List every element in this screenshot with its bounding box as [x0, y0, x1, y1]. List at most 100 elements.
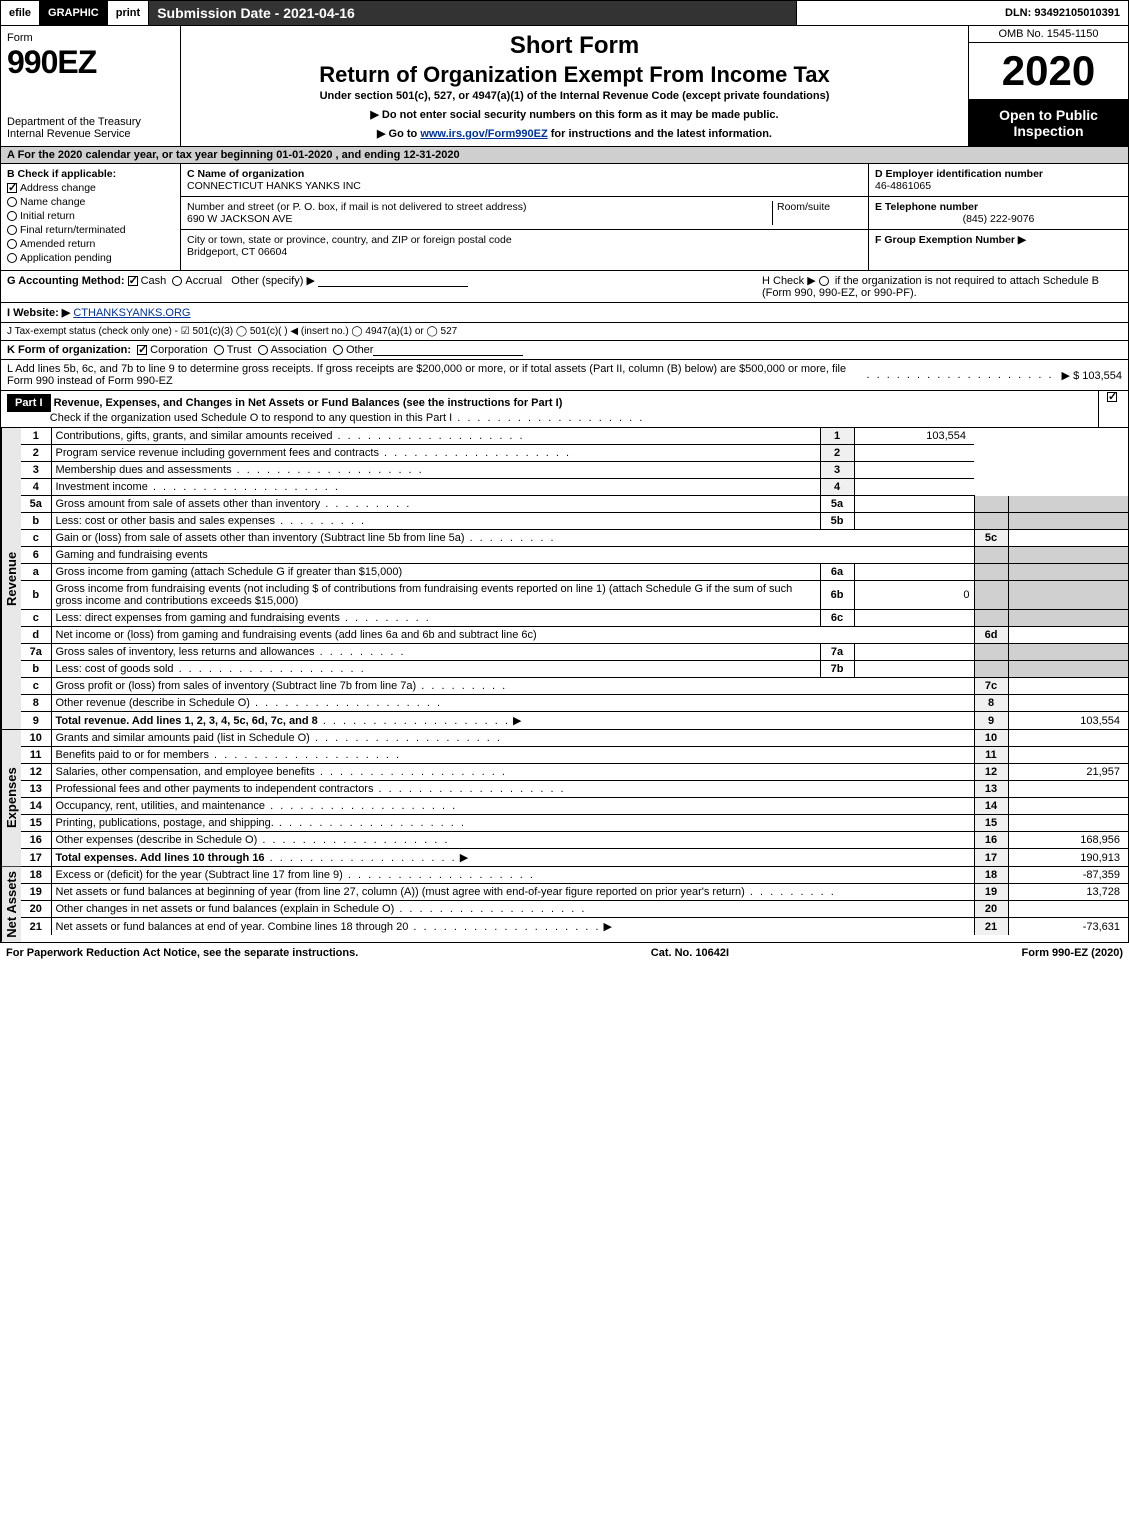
table-row: 8Other revenue (describe in Schedule O)8 — [21, 695, 1128, 712]
dept-treasury: Department of the Treasury Internal Reve… — [7, 116, 174, 140]
check-name-change[interactable]: Name change — [7, 196, 174, 208]
line-desc: Gross income from gaming (attach Schedul… — [51, 564, 820, 581]
l-amount: ▶ $ 103,554 — [1062, 369, 1122, 382]
sub-amount — [854, 610, 974, 627]
goto-post: for instructions and the latest informat… — [548, 128, 772, 140]
section-d: D Employer identification number 46-4861… — [868, 164, 1128, 270]
website-link[interactable]: CTHANKSYANKS.ORG — [73, 307, 190, 319]
graphic-label[interactable]: GRAPHIC — [40, 1, 108, 25]
radio-icon[interactable] — [7, 225, 17, 235]
irs-link[interactable]: www.irs.gov/Form990EZ — [420, 128, 547, 140]
grey-cell — [1008, 644, 1128, 661]
line-amount — [1008, 747, 1128, 764]
line-num: 19 — [21, 884, 51, 901]
org-city: Bridgeport, CT 06604 — [187, 246, 512, 258]
table-row: 10Grants and similar amounts paid (list … — [21, 730, 1128, 747]
radio-icon[interactable] — [333, 345, 343, 355]
org-city-row: City or town, state or province, country… — [181, 230, 868, 262]
line-num: 2 — [21, 445, 51, 462]
group-label: F Group Exemption Number ▶ — [875, 234, 1122, 246]
check-label: Final return/terminated — [20, 224, 126, 236]
row-k-formorg: K Form of organization: Corporation Trus… — [0, 341, 1129, 360]
short-form-title: Short Form — [191, 32, 958, 60]
line-desc: Professional fees and other payments to … — [51, 781, 974, 798]
line-desc: Total expenses. Add lines 10 through 16 … — [51, 849, 974, 867]
checkbox-icon[interactable] — [137, 345, 147, 355]
line-desc: Printing, publications, postage, and shi… — [51, 815, 974, 832]
line-rnum: 4 — [820, 479, 854, 496]
row-l-gross: L Add lines 5b, 6c, and 7b to line 9 to … — [0, 360, 1129, 391]
line-num: d — [21, 627, 51, 644]
line-rnum: 14 — [974, 798, 1008, 815]
radio-icon[interactable] — [214, 345, 224, 355]
sub-num: 5b — [820, 513, 854, 530]
radio-icon[interactable] — [819, 276, 829, 286]
grey-cell — [974, 610, 1008, 627]
part1-sub: Check if the organization used Schedule … — [50, 412, 452, 424]
group-exemption-row: F Group Exemption Number ▶ — [869, 230, 1128, 270]
line-num: b — [21, 513, 51, 530]
goto-pre: ▶ Go to — [377, 128, 420, 140]
table-row: 13Professional fees and other payments t… — [21, 781, 1128, 798]
notice-ssn: ▶ Do not enter social security numbers o… — [191, 108, 958, 121]
line-desc: Gross income from fundraising events (no… — [51, 581, 820, 610]
line-desc: Investment income — [51, 479, 820, 496]
h-label: H Check ▶ — [762, 275, 816, 287]
sub-amount — [854, 661, 974, 678]
schedule-o-check[interactable] — [1098, 391, 1128, 427]
line-rnum: 2 — [820, 445, 854, 462]
line-rnum: 19 — [974, 884, 1008, 901]
line-amount: 103,554 — [854, 428, 974, 445]
check-initial-return[interactable]: Initial return — [7, 210, 174, 222]
table-row: 14Occupancy, rent, utilities, and mainte… — [21, 798, 1128, 815]
print-button[interactable]: print — [108, 1, 149, 25]
underline — [373, 344, 523, 356]
table-row: 5aGross amount from sale of assets other… — [21, 496, 1128, 513]
line-amount — [1008, 798, 1128, 815]
revenue-vlabel: Revenue — [1, 428, 21, 729]
line-amount — [1008, 781, 1128, 798]
radio-icon[interactable] — [7, 197, 17, 207]
grey-cell — [1008, 610, 1128, 627]
check-address-change[interactable]: Address change — [7, 182, 174, 194]
radio-icon[interactable] — [7, 239, 17, 249]
check-label: Initial return — [20, 210, 75, 222]
table-row: dNet income or (loss) from gaming and fu… — [21, 627, 1128, 644]
check-label: Name change — [20, 196, 85, 208]
check-amended-return[interactable]: Amended return — [7, 238, 174, 250]
footer-right: Form 990-EZ (2020) — [1022, 947, 1123, 959]
sub-num: 6b — [820, 581, 854, 610]
radio-icon[interactable] — [172, 276, 182, 286]
footer: For Paperwork Reduction Act Notice, see … — [0, 943, 1129, 963]
line-rnum: 16 — [974, 832, 1008, 849]
line-rnum: 3 — [820, 462, 854, 479]
table-row: 21Net assets or fund balances at end of … — [21, 918, 1128, 936]
sub-num: 6c — [820, 610, 854, 627]
radio-icon[interactable] — [7, 211, 17, 221]
i-label: I Website: ▶ — [7, 306, 70, 319]
line-amount: 190,913 — [1008, 849, 1128, 867]
check-application-pending[interactable]: Application pending — [7, 252, 174, 264]
grey-cell — [974, 513, 1008, 530]
check-final-return[interactable]: Final return/terminated — [7, 224, 174, 236]
info-grid: B Check if applicable: Address change Na… — [0, 164, 1129, 271]
line-amount: 13,728 — [1008, 884, 1128, 901]
table-row: 7aGross sales of inventory, less returns… — [21, 644, 1128, 661]
radio-icon[interactable] — [258, 345, 268, 355]
form-code: 990EZ — [7, 44, 174, 81]
line-desc: Less: cost or other basis and sales expe… — [51, 513, 820, 530]
sub-num: 5a — [820, 496, 854, 513]
return-title: Return of Organization Exempt From Incom… — [191, 62, 958, 88]
checkbox-icon[interactable] — [7, 183, 17, 193]
checkbox-icon[interactable] — [1107, 392, 1117, 402]
table-row: 4Investment income4 — [21, 479, 1128, 496]
submission-date: Submission Date - 2021-04-16 — [149, 1, 797, 25]
radio-icon[interactable] — [7, 253, 17, 263]
line-rnum: 6d — [974, 627, 1008, 644]
line-num: c — [21, 530, 51, 547]
table-row: aGross income from gaming (attach Schedu… — [21, 564, 1128, 581]
checkbox-icon[interactable] — [128, 276, 138, 286]
grey-cell — [974, 661, 1008, 678]
table-row: 11Benefits paid to or for members11 — [21, 747, 1128, 764]
grey-cell — [974, 644, 1008, 661]
